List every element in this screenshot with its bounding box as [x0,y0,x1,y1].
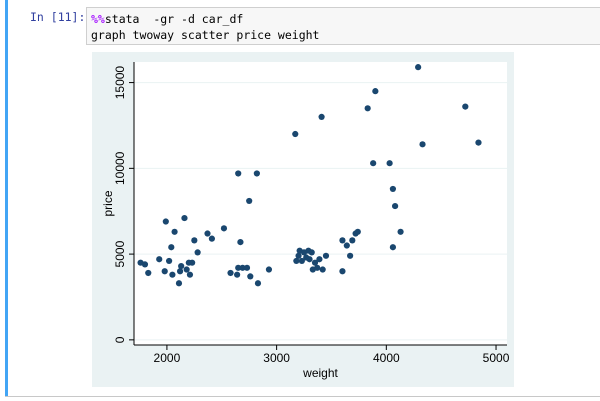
code-line[interactable]: %%stata -gr -d car_df [91,12,243,26]
cell-divider [5,396,600,397]
data-point [339,268,346,275]
data-point [354,228,361,235]
axes [129,62,507,350]
data-point [265,266,273,273]
data-point [392,202,399,210]
cell-output: 2000 3000 4000 5000 0 5000 10000 15000 weight p… [92,52,514,387]
data-point [168,244,175,251]
data-point [292,130,299,138]
data-point [253,170,260,177]
data-point [166,257,173,265]
data-point [247,273,254,280]
data-point [176,268,184,275]
data-point [306,256,313,263]
y-axis-label: price [101,190,115,216]
data-point [347,252,354,259]
data-point [141,261,149,268]
data-point [364,105,371,112]
data-point [295,252,302,259]
data-point [161,268,168,275]
data-point [298,257,305,265]
data-point [246,197,253,205]
data-point [415,64,422,71]
data-point [386,160,393,167]
scatter-plot: 2000 3000 4000 5000 0 5000 10000 15000 weight p… [92,52,514,387]
data-point [162,218,169,225]
y-tick-label: 5000 [113,240,127,267]
data-point [191,237,198,244]
data-point [234,271,241,278]
x-tick-label: 5000 [483,351,510,365]
data-point [169,271,176,278]
data-points [137,64,482,287]
data-point [189,259,196,266]
data-point [293,257,300,265]
tick-labels: 2000 3000 4000 5000 0 5000 10000 15000 [113,66,510,365]
y-tick-label: 15000 [113,66,127,100]
data-point [372,88,379,95]
data-point [308,249,315,256]
input-prompt: In [11]: [30,10,86,24]
data-point [171,228,178,235]
data-point [243,264,251,271]
data-point [462,103,469,110]
data-point [186,271,194,278]
data-point [322,252,330,259]
plot-area [134,62,507,345]
data-point [370,160,377,167]
data-point [319,266,326,273]
data-point [183,266,190,273]
data-point [235,264,242,271]
data-point [194,249,201,256]
data-point [339,237,346,244]
data-point [314,264,321,271]
data-point [419,141,426,148]
data-point [389,244,397,251]
code-editor[interactable]: %%stata -gr -d car_df graph twoway scatt… [86,7,600,45]
code-text: graph twoway scatter price weight [91,28,320,42]
data-point [235,170,242,177]
y-tick-label: 0 [113,336,127,343]
data-point [397,228,404,235]
data-point [349,237,356,244]
data-point [389,185,397,193]
data-point [475,139,482,146]
data-point [227,269,234,277]
data-point [343,242,350,249]
data-point [178,263,185,270]
data-point [208,235,215,242]
y-tick-label: 10000 [113,151,127,185]
data-point [204,230,211,237]
code-text: stata -gr -d car_df [104,12,244,26]
data-point [237,238,244,246]
data-point [175,280,183,287]
data-point [254,280,262,287]
data-point [316,256,323,263]
cell-selection-bar [5,0,8,397]
data-point [181,214,188,222]
data-point [311,259,319,266]
code-line[interactable]: graph twoway scatter price weight [91,28,319,42]
x-axis-label: weight [302,366,338,380]
x-tick-label: 4000 [373,351,400,365]
data-point [156,256,163,263]
cell-magic-prefix: %% [91,12,105,26]
data-point [318,113,325,120]
data-point [220,225,228,232]
data-point [145,269,152,277]
x-tick-label: 2000 [154,351,181,365]
x-tick-label: 3000 [263,351,290,365]
data-point [239,264,246,271]
